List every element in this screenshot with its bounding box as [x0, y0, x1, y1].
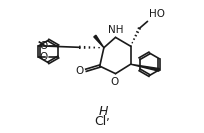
Text: O: O: [111, 77, 119, 87]
Text: H: H: [98, 105, 108, 118]
Text: O: O: [40, 52, 48, 62]
Text: O: O: [40, 41, 48, 51]
Polygon shape: [94, 35, 104, 48]
Text: Cl: Cl: [94, 115, 106, 128]
Text: HO: HO: [149, 9, 165, 20]
Text: O: O: [75, 66, 84, 76]
Polygon shape: [131, 64, 159, 71]
Text: ʼ: ʼ: [106, 117, 110, 130]
Text: NH: NH: [108, 25, 123, 35]
